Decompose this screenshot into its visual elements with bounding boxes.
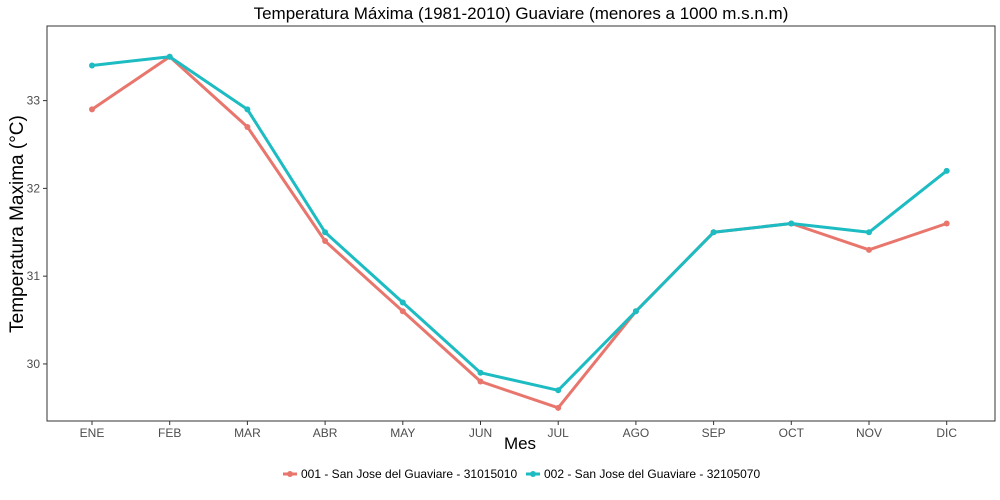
- data-point: [788, 220, 795, 227]
- x-tick-label: SEP: [702, 426, 726, 440]
- legend: 001 - San Jose del Guaviare - 31015010 00…: [283, 467, 760, 481]
- data-point: [866, 246, 872, 253]
- data-point: [89, 62, 95, 69]
- x-tick-label: MAR: [234, 426, 261, 440]
- data-point: [943, 220, 950, 227]
- data-point: [399, 299, 406, 306]
- y-tick-label: 33: [27, 94, 41, 108]
- data-point: [322, 238, 329, 245]
- y-tick-label: 30: [27, 357, 41, 371]
- x-axis-title: Mes: [504, 434, 536, 453]
- chart-title: Temperatura Máxima (1981-2010) Guaviare …: [254, 4, 789, 23]
- data-point: [555, 387, 562, 394]
- data-point: [322, 229, 329, 236]
- legend-label: 001 - San Jose del Guaviare - 31015010: [301, 467, 517, 481]
- x-tick-label: FEB: [158, 426, 181, 440]
- y-axis-title: Temperatura Maxima (°C): [7, 115, 28, 333]
- data-point: [477, 369, 484, 376]
- legend-label: 002 - San Jose del Guaviare - 32105070: [544, 467, 760, 481]
- data-point: [477, 378, 484, 385]
- y-axis: 30 31 32 33: [27, 94, 47, 371]
- series-line-2: [90, 55, 949, 392]
- data-point: [555, 404, 562, 411]
- x-tick-label: JUN: [469, 426, 492, 440]
- x-tick-label: ENE: [80, 426, 105, 440]
- x-tick-label: ABR: [313, 426, 338, 440]
- x-tick-label: AGO: [623, 426, 650, 440]
- series-line-1: [90, 55, 949, 410]
- plot-panel: [46, 25, 996, 422]
- data-point: [166, 53, 173, 60]
- x-tick-label: JUL: [548, 426, 570, 440]
- data-point: [89, 106, 95, 113]
- x-tick-label: NOV: [856, 426, 882, 440]
- x-tick-label: OCT: [779, 426, 805, 440]
- data-point: [710, 229, 717, 236]
- data-point: [244, 106, 251, 113]
- data-point: [866, 229, 872, 236]
- x-axis: ENE FEB MAR ABR MAY JUN JUL AGO SEP OCT NOV DIC: [80, 421, 957, 440]
- x-tick-label: MAY: [390, 426, 415, 440]
- data-point: [399, 308, 406, 315]
- legend-key-point: [530, 471, 536, 477]
- data-point: [244, 123, 251, 130]
- y-tick-label: 31: [27, 269, 41, 283]
- x-tick-label: DIC: [936, 426, 957, 440]
- data-point: [632, 308, 639, 315]
- legend-key-point: [287, 471, 293, 477]
- series-layer: [89, 53, 950, 411]
- data-point: [943, 167, 950, 174]
- y-tick-label: 32: [27, 181, 41, 195]
